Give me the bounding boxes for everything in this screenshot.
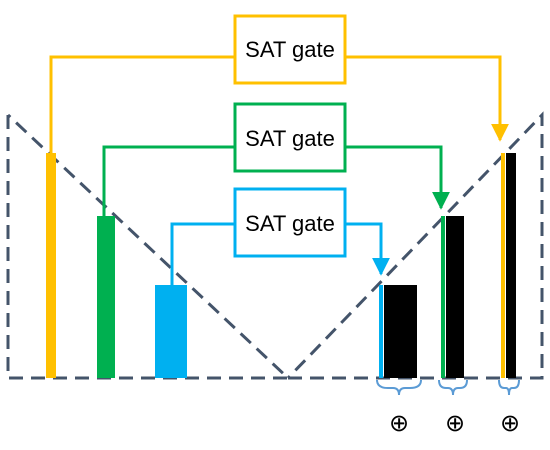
sat-gate-blue: SAT gate xyxy=(233,187,347,258)
sat-gate-yellow-label: SAT gate xyxy=(245,37,335,62)
decoder-bar-3 xyxy=(506,153,516,378)
encoder-bar-yellow xyxy=(46,153,56,378)
v-outline-right xyxy=(286,111,544,380)
decoder-bars xyxy=(379,153,516,378)
concat-symbol-1: ⊕ xyxy=(389,409,409,437)
sat-gate-green-label: SAT gate xyxy=(245,126,335,151)
sat-gate-yellow: SAT gate xyxy=(233,14,347,85)
v-outline xyxy=(6,111,544,380)
encoder-bar-green xyxy=(97,216,115,378)
concat-symbol-2: ⊕ xyxy=(445,409,465,437)
brace-2 xyxy=(438,379,468,396)
encoder-bar-blue xyxy=(155,285,187,378)
brace-1 xyxy=(376,379,422,396)
sat-gate-blue-label: SAT gate xyxy=(245,211,335,236)
v-outline-left xyxy=(6,113,292,380)
decoder-bar-1 xyxy=(384,285,417,378)
brace-3 xyxy=(498,379,520,396)
encoder-bars xyxy=(46,153,187,378)
concat-symbol-3: ⊕ xyxy=(500,409,520,437)
decoder-concat-blue xyxy=(379,285,383,378)
sat-gate-green: SAT gate xyxy=(233,102,347,173)
braces xyxy=(376,379,520,396)
decoder-concat-yellow xyxy=(501,153,505,378)
decoder-concat-green xyxy=(441,216,445,378)
decoder-bar-2 xyxy=(446,216,464,378)
concat-symbols: ⊕ ⊕ ⊕ xyxy=(389,409,520,437)
